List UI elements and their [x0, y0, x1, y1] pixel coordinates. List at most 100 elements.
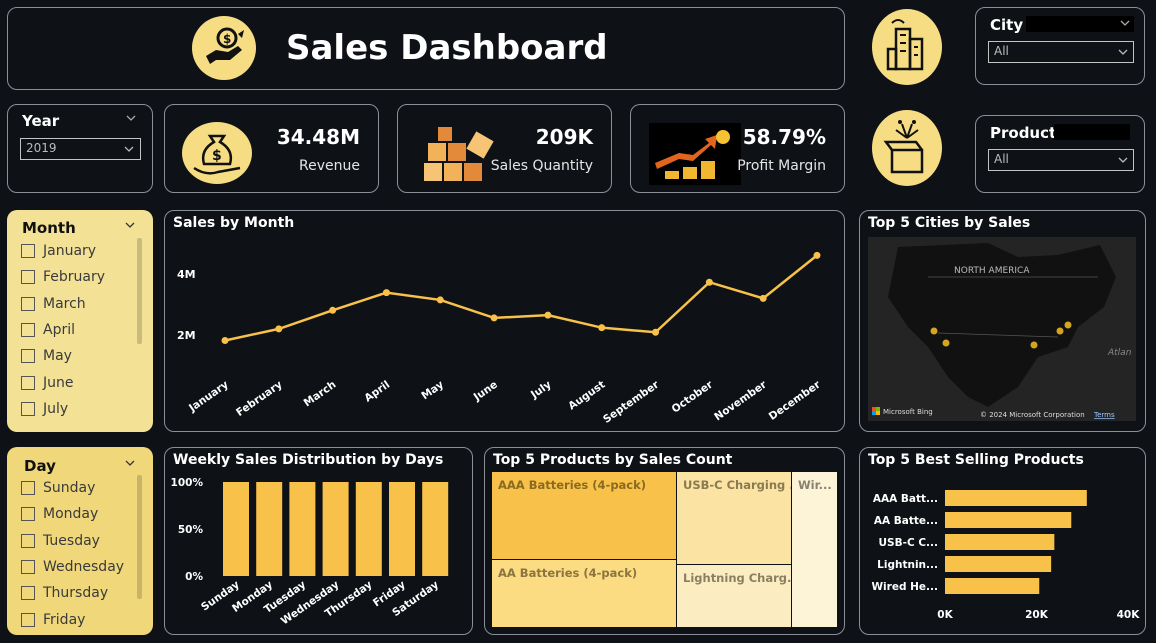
day-option[interactable]: Wednesday [21, 559, 124, 575]
treemap-tile[interactable]: USB-C Charging ... [677, 472, 791, 564]
bar [355, 482, 382, 576]
data-point [221, 336, 229, 344]
day-option-label: Sunday [43, 480, 96, 496]
city-marker[interactable] [1056, 327, 1064, 335]
month-option-label: January [43, 243, 97, 259]
scrollbar[interactable] [137, 475, 142, 599]
checkbox[interactable] [21, 559, 35, 574]
month-option[interactable]: June [21, 375, 74, 391]
city-dropdown[interactable]: All [988, 41, 1134, 63]
day-option[interactable]: Friday [21, 612, 85, 628]
bar [945, 512, 1072, 528]
data-point [382, 289, 390, 297]
month-option[interactable]: July [21, 401, 68, 417]
day-slicer[interactable]: Day Sunday Monday Tuesday Wednesday Thursday… [7, 447, 153, 635]
city-slicer-label: City [990, 16, 1024, 34]
bar [945, 556, 1052, 572]
chevron-down-icon[interactable] [125, 220, 135, 230]
treemap-panel: Top 5 Products by Sales Count AAA Batter… [484, 447, 845, 635]
day-slicer-label: Day [24, 457, 56, 475]
month-slicer[interactable]: Month January February March April May June Ju… [7, 210, 153, 432]
checkbox[interactable] [21, 401, 35, 416]
x-tick-label: September [601, 378, 662, 426]
city-title-bar [1026, 16, 1134, 32]
product-box-icon [872, 110, 942, 186]
city-building-icon [872, 9, 942, 85]
checkbox[interactable] [21, 322, 35, 337]
product-slicer[interactable]: Product All [975, 115, 1145, 193]
x-tick-label: 20K [1025, 609, 1049, 621]
chevron-down-icon[interactable] [126, 113, 136, 123]
month-option-label: February [43, 269, 106, 286]
data-point [813, 251, 821, 259]
x-tick-label: May [419, 379, 446, 403]
year-slicer[interactable]: Year 2019 [7, 104, 153, 193]
x-tick-label: March [302, 379, 339, 410]
product-slicer-label: Product [990, 124, 1057, 142]
x-tick-label: 40K [1117, 609, 1141, 621]
chart-title: Top 5 Products by Sales Count [493, 452, 733, 468]
city-slicer[interactable]: City All [975, 7, 1145, 85]
weekly-sales-chart: 0%50%100%SundayMondayTuesdayWednesdayThu… [171, 477, 449, 627]
y-tick-label: Wired He... [871, 581, 938, 593]
boxes-icon [424, 127, 494, 181]
map-label: Atlan [1107, 348, 1132, 358]
treemap-tile[interactable]: Lightning Charg... [677, 565, 791, 627]
data-point [705, 278, 713, 286]
city-marker[interactable] [930, 327, 938, 335]
x-tick-label: July [528, 379, 554, 402]
sales-line [224, 254, 818, 342]
day-option[interactable]: Sunday [21, 480, 95, 496]
treemap-tile[interactable]: AAA Batteries (4-pack) [492, 472, 676, 559]
profit-margin-label: Profit Margin [737, 158, 826, 174]
checkbox[interactable] [21, 507, 35, 522]
treemap-tile[interactable]: Wir... [792, 472, 837, 627]
y-tick-label: Lightnin... [877, 559, 938, 571]
checkbox[interactable] [21, 349, 35, 364]
chart-title: Top 5 Best Selling Products [868, 452, 1084, 468]
city-marker[interactable] [1030, 341, 1038, 349]
day-option-label: Wednesday [43, 558, 125, 575]
month-option[interactable]: April [21, 322, 75, 338]
map-label: NORTH AMERICA [954, 266, 1030, 276]
checkbox[interactable] [21, 270, 35, 285]
month-option[interactable]: January [21, 243, 96, 259]
north-america-map[interactable]: NORTH AMERICA Atlan Microsoft Bing © 202… [868, 237, 1136, 421]
checkbox[interactable] [21, 296, 35, 311]
checkbox[interactable] [21, 586, 35, 601]
month-option-label: July [43, 400, 69, 417]
chevron-down-icon[interactable] [125, 458, 135, 468]
checkbox[interactable] [21, 244, 35, 258]
data-point [652, 328, 660, 336]
month-option[interactable]: May [21, 348, 72, 364]
bar [945, 578, 1040, 594]
product-dropdown[interactable]: All [988, 149, 1134, 171]
bing-logo: Microsoft Bing [883, 408, 933, 416]
data-point [329, 306, 337, 314]
terms-link[interactable]: Terms [1093, 411, 1115, 419]
x-tick-label: April [362, 379, 392, 405]
day-option[interactable]: Thursday [21, 585, 108, 601]
year-dropdown[interactable]: 2019 [20, 138, 141, 160]
treemap-tile[interactable]: AA Batteries (4-pack) [492, 560, 676, 627]
data-point [490, 314, 498, 322]
y-tick-label: 4M [177, 268, 196, 281]
city-marker[interactable] [1064, 321, 1072, 329]
city-marker[interactable] [942, 339, 950, 347]
top-products-treemap: AAA Batteries (4-pack) AA Batteries (4-pa… [492, 472, 837, 627]
x-tick-label: January [186, 379, 231, 415]
svg-text:$: $ [223, 32, 231, 46]
map-copyright: © 2024 Microsoft Corporation [980, 411, 1085, 419]
scrollbar[interactable] [137, 238, 142, 344]
product-title-bar [1054, 124, 1130, 140]
checkbox[interactable] [21, 533, 35, 548]
day-option[interactable]: Tuesday [21, 533, 100, 549]
money-bag-icon: $ [182, 122, 252, 184]
month-option[interactable]: February [21, 269, 105, 285]
checkbox[interactable] [21, 612, 35, 627]
checkbox[interactable] [21, 375, 35, 390]
day-option[interactable]: Monday [21, 506, 98, 522]
chevron-down-icon[interactable] [1120, 18, 1130, 28]
month-option[interactable]: March [21, 296, 86, 312]
checkbox[interactable] [21, 481, 35, 495]
